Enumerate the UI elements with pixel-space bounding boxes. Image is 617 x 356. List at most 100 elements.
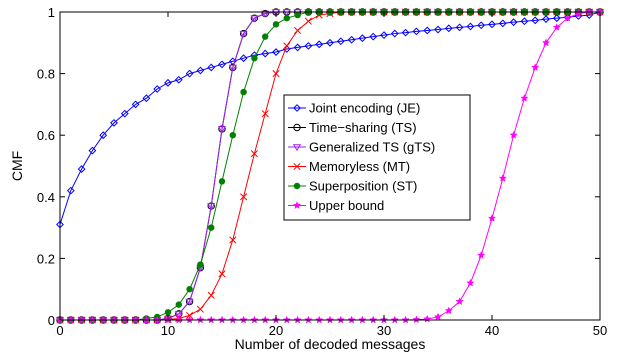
data-point [466, 278, 475, 287]
legend-item: Upper bound [288, 198, 384, 213]
x-tick-label: 30 [377, 323, 391, 338]
data-point [229, 131, 237, 139]
data-point [164, 309, 172, 316]
data-point [444, 24, 453, 33]
data-point [520, 93, 529, 102]
data-point [207, 291, 215, 299]
data-point [251, 54, 258, 62]
data-point [240, 88, 247, 96]
data-point [153, 85, 162, 93]
data-point [347, 35, 356, 44]
data-point [520, 17, 529, 26]
data-point [77, 165, 86, 173]
data-point [412, 27, 421, 36]
data-point [434, 25, 442, 34]
data-point [250, 150, 258, 158]
data-point [185, 298, 194, 306]
legend-label: Superposition (ST) [309, 179, 417, 194]
data-point [261, 33, 269, 40]
y-tick-label: 0.8 [37, 67, 55, 82]
data-point [66, 186, 75, 195]
data-point [315, 40, 324, 49]
data-point [197, 261, 204, 268]
data-point [207, 224, 215, 231]
data-point [401, 28, 410, 37]
data-point [509, 130, 518, 139]
data-point [326, 38, 334, 47]
data-point [261, 10, 270, 18]
axes-box [59, 11, 601, 321]
data-point [552, 23, 561, 31]
data-point [196, 66, 205, 75]
data-point [250, 15, 259, 23]
series-line [59, 11, 601, 225]
data-point [369, 32, 378, 41]
data-point [272, 21, 280, 28]
data-point [487, 213, 497, 222]
data-point [142, 94, 151, 103]
data-point [164, 78, 172, 87]
legend-item: Memoryless (MT) [288, 159, 410, 174]
x-tick-label: 0 [56, 323, 63, 338]
data-point [239, 30, 248, 38]
data-point [423, 26, 432, 35]
x-tick-label: 10 [161, 323, 175, 338]
legend-marker [293, 123, 301, 132]
data-point [477, 21, 486, 30]
legend-box [283, 94, 471, 221]
data-point [207, 63, 216, 72]
legend-label: Joint encoding (JE) [309, 101, 420, 116]
legend-marker [293, 162, 301, 171]
data-point [304, 17, 312, 25]
data-point [304, 41, 313, 50]
data-point [477, 250, 486, 259]
legend-marker [292, 144, 302, 152]
data-point [217, 126, 227, 134]
data-point [541, 38, 551, 47]
data-point [412, 315, 421, 324]
data-point [380, 31, 388, 40]
legend-item: Joint encoding (JE) [288, 101, 420, 116]
data-point [509, 18, 518, 27]
data-point [131, 100, 140, 109]
data-point [390, 29, 399, 38]
data-point [88, 146, 97, 155]
data-point [466, 22, 475, 31]
data-point [207, 203, 216, 211]
data-point [336, 37, 345, 46]
data-point [272, 70, 280, 78]
legend-item: Time−sharing (TS) [288, 120, 417, 135]
data-point [552, 14, 561, 23]
legend-marker [293, 104, 301, 112]
data-point [293, 43, 302, 52]
data-point [455, 23, 464, 32]
data-point [455, 297, 464, 306]
legend-item: Superposition (ST) [288, 179, 417, 194]
data-point [186, 285, 193, 293]
data-point [294, 11, 301, 19]
data-point [99, 131, 108, 140]
legend: Joint encoding (JE) Time−sharing (TS) Gene… [283, 94, 471, 221]
x-tick-label: 40 [485, 323, 499, 338]
x-tick-label: 50 [593, 323, 607, 338]
data-point [488, 20, 496, 29]
legend-marker [292, 201, 302, 210]
y-tick-label: 0.2 [37, 251, 55, 266]
legend-label: Memoryless (MT) [309, 159, 410, 174]
data-point [218, 270, 226, 278]
y-tick-label: 1 [48, 5, 55, 20]
data-point [218, 178, 226, 185]
data-point [498, 19, 507, 28]
y-tick-label: 0 [48, 313, 55, 328]
data-point [175, 301, 183, 308]
data-point [120, 109, 129, 118]
data-point [261, 110, 269, 118]
data-point [174, 75, 183, 84]
data-point [218, 60, 226, 69]
data-point [444, 306, 453, 315]
data-point [423, 314, 432, 323]
y-tick-label: 0.6 [37, 128, 55, 143]
legend-label: Upper bound [309, 198, 384, 213]
x-tick-label: 20 [269, 323, 283, 338]
